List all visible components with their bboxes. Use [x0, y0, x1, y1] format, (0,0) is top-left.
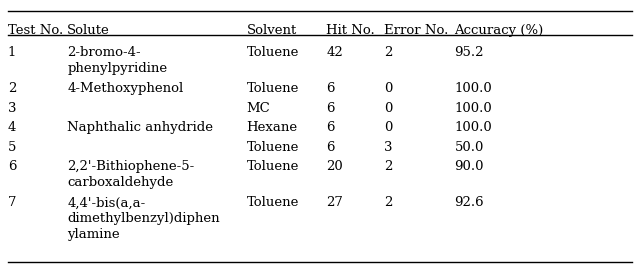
Text: Toluene: Toluene — [246, 46, 299, 59]
Text: 100.0: 100.0 — [454, 102, 492, 115]
Text: 1: 1 — [8, 46, 16, 59]
Text: MC: MC — [246, 102, 270, 115]
Text: 6: 6 — [8, 160, 16, 174]
Text: Solvent: Solvent — [246, 24, 297, 38]
Text: 5: 5 — [8, 141, 16, 154]
Text: 2: 2 — [384, 196, 392, 209]
Text: 6: 6 — [326, 141, 335, 154]
Text: 27: 27 — [326, 196, 343, 209]
Text: Accuracy (%): Accuracy (%) — [454, 24, 543, 38]
Text: 2: 2 — [8, 82, 16, 95]
Text: 100.0: 100.0 — [454, 121, 492, 134]
Text: 4-Methoxyphenol: 4-Methoxyphenol — [67, 82, 184, 95]
Text: 2-bromo-4-
phenylpyridine: 2-bromo-4- phenylpyridine — [67, 46, 167, 75]
Text: Toluene: Toluene — [246, 196, 299, 209]
Text: 6: 6 — [326, 102, 335, 115]
Text: 3: 3 — [8, 102, 16, 115]
Text: 0: 0 — [384, 82, 392, 95]
Text: 50.0: 50.0 — [454, 141, 484, 154]
Text: 6: 6 — [326, 82, 335, 95]
Text: 100.0: 100.0 — [454, 82, 492, 95]
Text: 0: 0 — [384, 121, 392, 134]
Text: 95.2: 95.2 — [454, 46, 484, 59]
Text: Toluene: Toluene — [246, 141, 299, 154]
Text: 6: 6 — [326, 121, 335, 134]
Text: Test No.: Test No. — [8, 24, 63, 38]
Text: Toluene: Toluene — [246, 160, 299, 174]
Text: 3: 3 — [384, 141, 392, 154]
Text: Error No.: Error No. — [384, 24, 449, 38]
Text: Naphthalic anhydride: Naphthalic anhydride — [67, 121, 213, 134]
Text: 4,4'-bis(a,a-
dimethylbenzyl)diphen
ylamine: 4,4'-bis(a,a- dimethylbenzyl)diphen ylam… — [67, 196, 220, 241]
Text: Toluene: Toluene — [246, 82, 299, 95]
Text: 2,2'-Bithiophene-5-
carboxaldehyde: 2,2'-Bithiophene-5- carboxaldehyde — [67, 160, 195, 190]
Text: 2: 2 — [384, 160, 392, 174]
Text: Hexane: Hexane — [246, 121, 298, 134]
Text: 42: 42 — [326, 46, 343, 59]
Text: 2: 2 — [384, 46, 392, 59]
Text: 0: 0 — [384, 102, 392, 115]
Text: Solute: Solute — [67, 24, 110, 38]
Text: 7: 7 — [8, 196, 16, 209]
Text: 90.0: 90.0 — [454, 160, 484, 174]
Text: 92.6: 92.6 — [454, 196, 484, 209]
Text: Hit No.: Hit No. — [326, 24, 375, 38]
Text: 4: 4 — [8, 121, 16, 134]
Text: 20: 20 — [326, 160, 343, 174]
